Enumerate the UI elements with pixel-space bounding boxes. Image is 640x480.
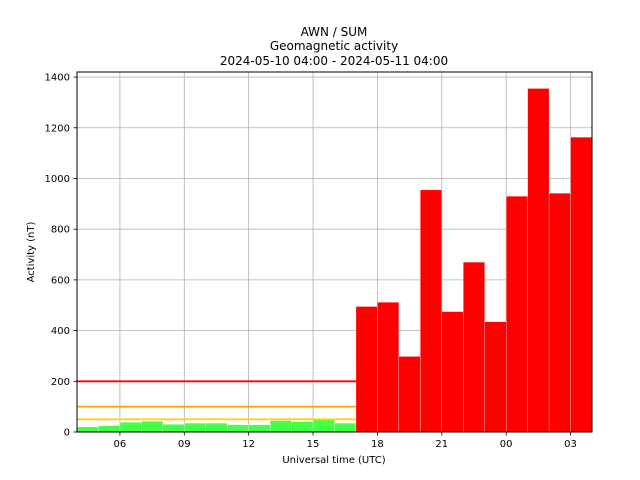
activity-bar [377,302,400,433]
chart-title-line-3: 2024-05-10 04:00 - 2024-05-11 04:00 [220,54,448,68]
x-tick-label: 15 [307,439,320,450]
activity-bar [420,189,442,433]
activity-bar [312,418,335,433]
y-tick-label: 200 [51,377,70,388]
y-tick-label: 0 [64,428,70,439]
activity-bar [119,422,142,433]
y-tick-label: 1200 [45,123,70,134]
y-tick-label: 400 [51,326,70,337]
activity-bar [570,137,593,433]
activity-bar [334,422,357,433]
activity-bar [463,261,485,433]
x-tick-label: 21 [435,439,448,450]
chart-title-line-2: Geomagnetic activity [270,39,398,53]
x-axis-label: Universal time (UTC) [282,455,385,466]
x-tick-label: 06 [114,439,127,450]
activity-bar [269,420,292,433]
activity-bar [76,426,99,433]
y-tick-label: 800 [51,225,70,236]
activity-bar [291,421,314,433]
activity-bar [548,193,571,433]
activity-bar [441,311,464,433]
y-tick-label: 600 [51,275,70,286]
y-tick-label: 1400 [45,73,70,84]
activity-bar [527,88,550,433]
x-tick-label: 03 [564,439,577,450]
x-tick-label: 12 [242,439,255,450]
activity-bar [184,422,206,433]
activity-bar [506,196,528,433]
y-axis-label: Activity (nT) [26,221,37,282]
activity-bar [162,424,185,433]
activity-bar [248,424,271,433]
x-tick-label: 00 [500,439,513,450]
x-tick-label: 09 [178,439,191,450]
activity-bar [205,422,228,433]
activity-bar [227,424,249,433]
activity-bar [398,356,421,433]
activity-bar [98,425,121,433]
plot-frame [76,71,593,433]
bar-series [76,88,593,433]
y-axis-ticks: 0 200 400 600 800 1000 1200 1400 [45,73,77,439]
activity-bar [355,306,378,433]
y-tick-label: 1000 [45,174,70,185]
x-tick-label: 18 [371,439,384,450]
x-axis-ticks: 06 09 12 15 18 21 00 03 [114,432,577,450]
activity-bar [484,321,507,433]
chart-title-line-1: AWN / SUM [301,25,368,39]
threshold-lines [77,380,356,421]
activity-bar [141,421,163,433]
